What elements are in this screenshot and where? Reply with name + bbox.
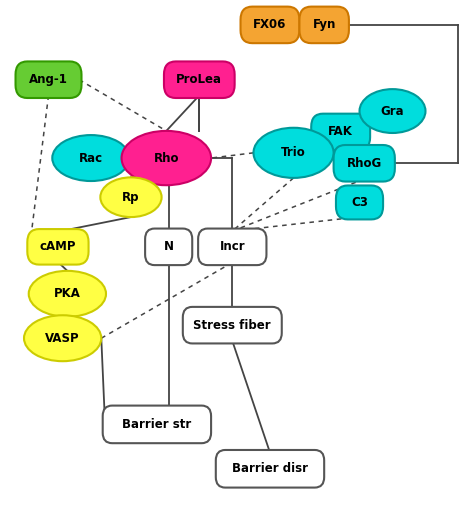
- Text: FX06: FX06: [253, 18, 287, 31]
- FancyBboxPatch shape: [103, 406, 211, 443]
- Text: Gra: Gra: [381, 104, 404, 118]
- Ellipse shape: [52, 135, 129, 181]
- Text: cAMP: cAMP: [40, 240, 76, 254]
- FancyBboxPatch shape: [311, 114, 370, 150]
- FancyBboxPatch shape: [183, 307, 282, 343]
- Ellipse shape: [254, 128, 334, 178]
- FancyBboxPatch shape: [16, 61, 82, 98]
- FancyBboxPatch shape: [336, 185, 383, 219]
- Text: Barrier disr: Barrier disr: [232, 463, 308, 475]
- Text: VASP: VASP: [46, 332, 80, 345]
- FancyBboxPatch shape: [240, 7, 300, 43]
- FancyBboxPatch shape: [198, 228, 266, 265]
- Text: Ang-1: Ang-1: [29, 73, 68, 86]
- FancyBboxPatch shape: [27, 229, 89, 265]
- FancyBboxPatch shape: [145, 228, 192, 265]
- Text: PKA: PKA: [54, 287, 81, 300]
- Ellipse shape: [121, 131, 211, 185]
- Ellipse shape: [29, 271, 106, 317]
- Text: N: N: [164, 240, 173, 254]
- FancyBboxPatch shape: [300, 7, 349, 43]
- Text: Stress fiber: Stress fiber: [193, 319, 271, 332]
- FancyBboxPatch shape: [216, 450, 324, 488]
- Text: FAK: FAK: [328, 125, 353, 139]
- Text: Fyn: Fyn: [312, 18, 336, 31]
- FancyBboxPatch shape: [164, 61, 235, 98]
- Ellipse shape: [24, 315, 101, 361]
- Text: Barrier str: Barrier str: [122, 418, 191, 431]
- Text: Trio: Trio: [281, 146, 306, 159]
- FancyBboxPatch shape: [334, 145, 395, 182]
- Text: ProLea: ProLea: [176, 73, 222, 86]
- Text: C3: C3: [351, 196, 368, 209]
- Ellipse shape: [100, 177, 162, 217]
- Text: Rp: Rp: [122, 191, 140, 204]
- Ellipse shape: [359, 89, 426, 133]
- Text: Rac: Rac: [79, 152, 103, 164]
- Text: Rho: Rho: [154, 152, 179, 164]
- Text: RhoG: RhoG: [346, 157, 382, 170]
- Text: Incr: Incr: [219, 240, 245, 254]
